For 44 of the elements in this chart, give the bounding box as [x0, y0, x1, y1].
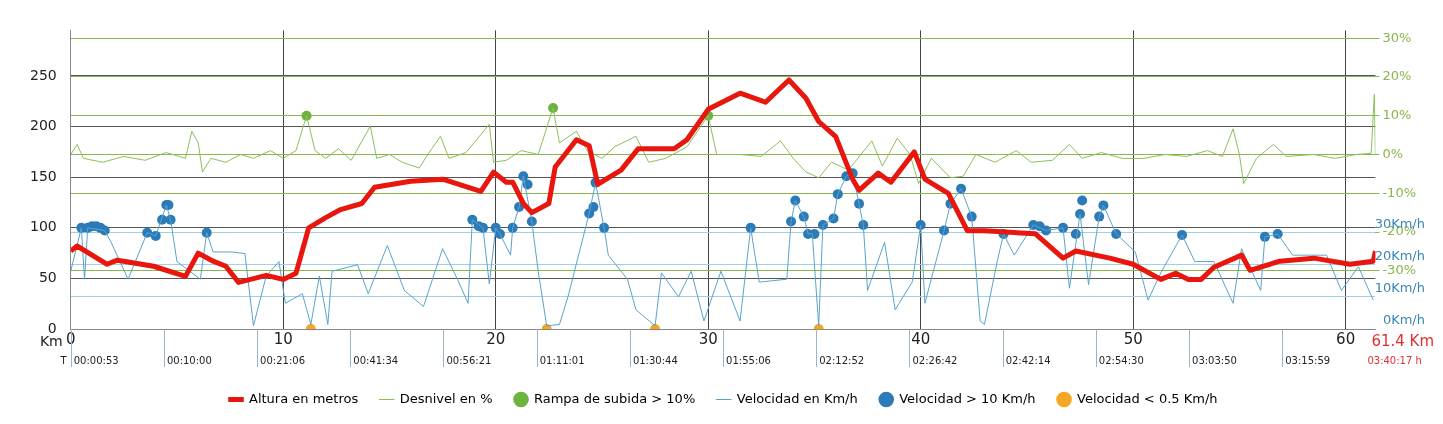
text: 01:11:01	[539, 354, 585, 366]
y2-tick-label: -30%	[1382, 262, 1417, 278]
text: 00:56:21	[446, 354, 492, 366]
legend-label: Rampa de subida > 10%	[533, 390, 696, 406]
y2-tick-label: 30%	[1382, 29, 1412, 45]
y-tick-label: 250	[29, 66, 57, 83]
legend-label: Altura en metros	[249, 390, 359, 406]
text: T	[59, 354, 68, 366]
y2-tick-label: -10%	[1382, 184, 1417, 200]
text: 02:26:42	[912, 354, 958, 366]
text: 00:00:53	[73, 354, 119, 366]
x-tick-label: 20	[486, 329, 506, 348]
y-tick-label: 50	[38, 269, 57, 286]
text: 03:03:50	[1192, 354, 1237, 366]
text: 03:15:59	[1285, 354, 1331, 366]
x-tick-label: 30	[698, 329, 718, 348]
y2-tick-label: 20%	[1382, 68, 1412, 84]
legend-label: Velocidad < 0.5 Km/h	[1077, 390, 1218, 406]
y2-tick-label: 0%	[1382, 145, 1404, 161]
text: 00:41:34	[353, 354, 399, 366]
y-tick-label: 100	[29, 218, 57, 235]
text: 00:21:06	[260, 354, 306, 366]
text: 03:40:17 h	[1367, 354, 1422, 366]
y3-tick-label: 20Km/h	[1374, 248, 1425, 264]
x-tick-label: 50	[1123, 329, 1143, 348]
text: 02:54:30	[1098, 354, 1144, 366]
text: 61.4 Km	[1371, 331, 1435, 350]
text: 01:30:44	[632, 354, 678, 366]
x-axis-title: Km	[39, 332, 63, 349]
y3-tick-label: 0Km/h	[1382, 312, 1425, 328]
legend-label: Desnivel en %	[399, 390, 493, 406]
text: 00:10:00	[166, 354, 212, 366]
text: 01:55:06	[726, 354, 771, 366]
legend-label: Velocidad > 10 Km/h	[899, 390, 1036, 406]
y3-tick-label: 10Km/h	[1374, 280, 1425, 296]
text: 02:12:52	[819, 354, 865, 366]
x-tick-label: 10	[273, 329, 293, 348]
x-tick-label: 60	[1336, 329, 1356, 348]
x-tick-label: 40	[911, 329, 931, 348]
text: 02:42:14	[1005, 354, 1051, 366]
legend-label: Velocidad en Km/h	[736, 390, 858, 406]
y-tick-label: 150	[29, 167, 57, 184]
y2-tick-label: 10%	[1382, 107, 1412, 123]
y-tick-label: 200	[29, 117, 57, 134]
